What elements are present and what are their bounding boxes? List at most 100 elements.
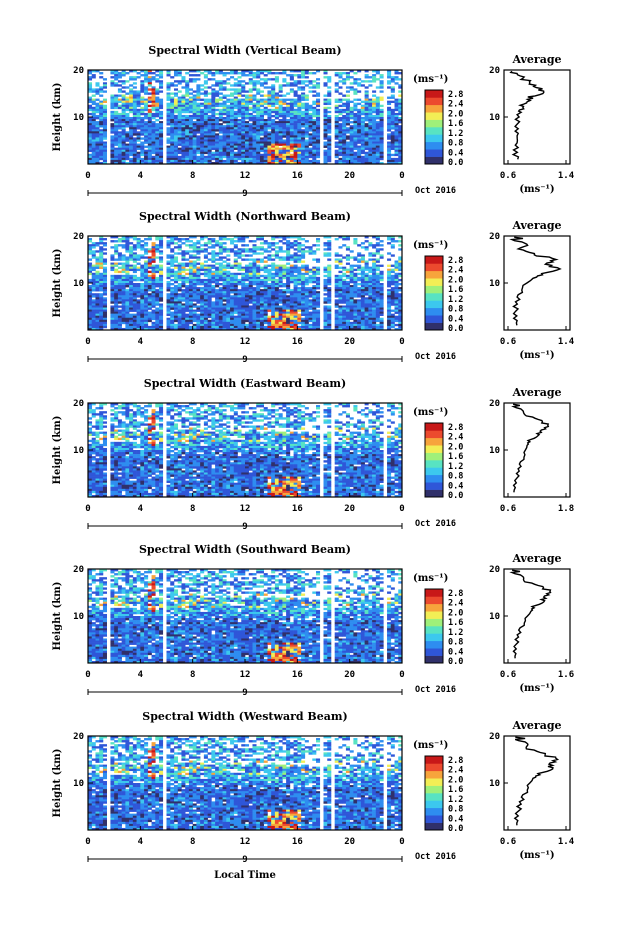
colorbar-segment: [425, 611, 443, 619]
x-tick-label: 12: [240, 171, 251, 181]
colorbar-segment: [425, 285, 443, 294]
colorbar-frame: [424, 588, 444, 664]
profile-x-tick-label: 0.6: [500, 337, 516, 347]
colorbar-tick-label: 0.8: [448, 638, 463, 648]
profile-y-tick-label: 10: [489, 446, 500, 456]
profile-y-tick-label: 10: [489, 779, 500, 789]
colorbar-tick-label: 0.8: [448, 139, 463, 149]
profile-line: [509, 70, 545, 160]
colorbar-segment: [425, 322, 443, 331]
heatmap-field: [88, 403, 403, 498]
y-tick-label: 10: [73, 113, 84, 123]
colorbar-segment: [425, 756, 443, 764]
profile-title: Average: [511, 53, 561, 66]
date-marker: 9: [242, 355, 247, 365]
colorbar-tick-label: 2.0: [448, 608, 463, 618]
profile-line: [509, 569, 552, 659]
colorbar-segment: [425, 640, 443, 649]
date-label: Oct 2016: [415, 852, 456, 862]
colorbar-segment: [425, 596, 443, 605]
colorbar-tick-label: 0.4: [448, 314, 463, 324]
panel-title: Spectral Width (Westward Beam): [142, 710, 347, 723]
y-tick-label: 10: [73, 612, 84, 622]
colorbar-tick-label: 2.4: [448, 266, 463, 276]
profile-x-tick-label: 1.6: [558, 670, 574, 680]
profile-title: Average: [511, 386, 561, 399]
x-tick-label: 0: [85, 337, 90, 347]
colorbar-tick-label: 1.2: [448, 462, 463, 472]
colorbar-segment: [425, 482, 443, 490]
colorbar-segment: [425, 430, 443, 439]
colorbar-segment: [425, 474, 443, 483]
profile-y-tick-label: 10: [489, 612, 500, 622]
colorbar-tick-label: 1.6: [448, 618, 463, 628]
x-tick-label: 16: [292, 504, 303, 514]
y-axis-label: Height (km): [52, 249, 63, 318]
colorbar-segment: [425, 112, 443, 120]
profile-x-tick-label: 0.6: [500, 837, 516, 847]
profile-x-label: (ms⁻¹): [519, 184, 554, 195]
y-tick-label: 10: [73, 446, 84, 456]
colorbar-tick-label: 0.0: [448, 158, 463, 168]
date-label: Oct 2016: [415, 186, 456, 196]
profile-line: [511, 403, 550, 493]
colorbar-segment: [425, 489, 443, 498]
profile-frame: [503, 402, 571, 498]
colorbar-segment: [425, 626, 443, 634]
x-tick-label: 4: [138, 337, 144, 347]
x-tick-label: 8: [190, 670, 195, 680]
colorbar-tick-label: 2.4: [448, 766, 463, 776]
colorbar-tick-label: 1.6: [448, 452, 463, 462]
profile-x-tick-label: 1.4: [558, 837, 575, 847]
x-tick-label: 12: [240, 837, 251, 847]
colorbar-tick-label: 0.8: [448, 305, 463, 315]
heatmap-field: [88, 569, 403, 664]
colorbar-segment: [425, 589, 443, 597]
profile-x-tick-label: 1.8: [558, 504, 574, 514]
colorbar-segment: [425, 822, 443, 831]
y-tick-label: 20: [73, 565, 84, 575]
colorbar-segment: [425, 633, 443, 642]
y-axis-label: Height (km): [52, 749, 63, 818]
x-tick-label: 4: [138, 504, 144, 514]
date-marker: 9: [242, 855, 247, 865]
y-tick-label: 20: [73, 399, 84, 409]
colorbar-segment: [425, 460, 443, 468]
date-marker: 9: [242, 189, 247, 199]
y-tick-label: 10: [73, 279, 84, 289]
colorbar-segment: [425, 315, 443, 323]
panel-title: Spectral Width (Vertical Beam): [148, 44, 341, 57]
x-tick-label: 20: [344, 670, 355, 680]
x-tick-label: 8: [190, 337, 195, 347]
x-tick-label: 8: [190, 837, 195, 847]
colorbar-segment: [425, 815, 443, 823]
colorbar-segment: [425, 104, 443, 113]
x-tick-label: 4: [138, 670, 144, 680]
panel-1: Spectral Width (Northward Beam) 10 20 Heigh…: [52, 210, 575, 365]
y-axis-label: Height (km): [52, 582, 63, 651]
x-tick-label: 12: [240, 670, 251, 680]
colorbar-unit: (ms⁻¹): [413, 240, 448, 251]
colorbar-segment: [425, 149, 443, 157]
colorbar-tick-label: 2.4: [448, 100, 463, 110]
colorbar-tick-label: 0.0: [448, 491, 463, 501]
colorbar-segment: [425, 423, 443, 431]
date-marker: 9: [242, 688, 247, 698]
y-tick-label: 20: [73, 732, 84, 742]
profile-y-tick-label: 20: [489, 399, 500, 409]
colorbar-tick-label: 2.4: [448, 433, 463, 443]
colorbar-frame: [424, 755, 444, 831]
x-tick-label: 0: [85, 670, 90, 680]
colorbar-unit: (ms⁻¹): [413, 74, 448, 85]
colorbar-tick-label: 2.8: [448, 90, 463, 100]
x-tick-label: 0: [85, 837, 90, 847]
colorbar-unit: (ms⁻¹): [413, 740, 448, 751]
colorbar-tick-label: 1.6: [448, 285, 463, 295]
heatmap-field: [88, 236, 403, 331]
colorbar-tick-label: 0.0: [448, 324, 463, 334]
colorbar-segment: [425, 307, 443, 316]
panel-title: Spectral Width (Eastward Beam): [144, 377, 346, 390]
profile-x-tick-label: 0.6: [500, 670, 516, 680]
x-tick-label: 16: [292, 171, 303, 181]
